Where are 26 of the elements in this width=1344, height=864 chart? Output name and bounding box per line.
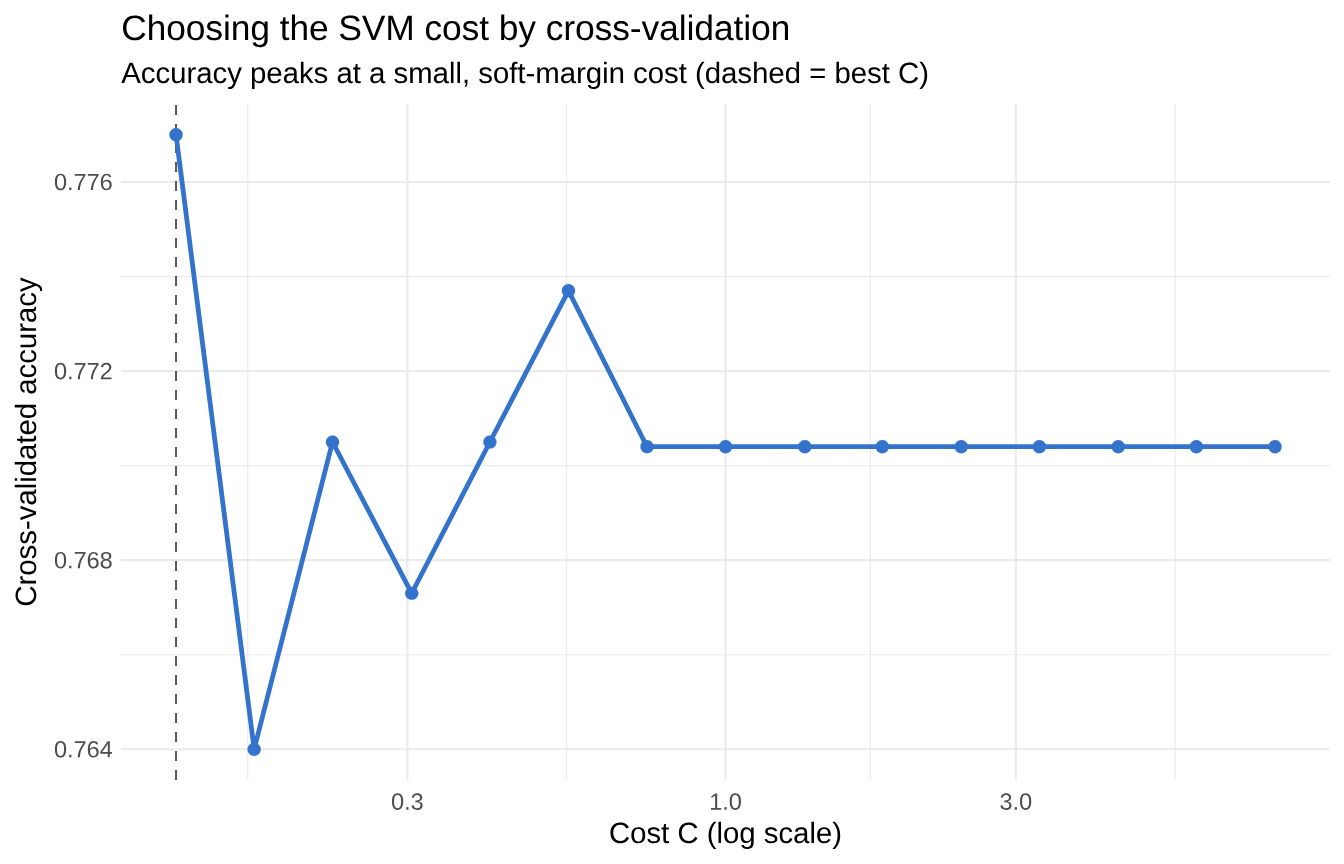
point: [483, 435, 497, 449]
point: [954, 440, 968, 454]
chart-title: Choosing the SVM cost by cross-validation: [123, 14, 788, 48]
point: [561, 284, 576, 298]
point: [798, 440, 812, 454]
point: [405, 586, 419, 600]
point: [247, 742, 261, 756]
x-tick-label: 1.0: [711, 793, 741, 810]
y-tick-label: 0.764: [54, 740, 113, 758]
point: [1189, 440, 1204, 454]
x-axis-title: Cost C (log scale): [610, 821, 841, 850]
y-tick-label: 0.772: [54, 362, 112, 380]
point: [875, 440, 889, 454]
chart-subtitle: Accuracy peaks at a small, soft-margin cost (dashed = best C): [121, 61, 928, 90]
y-tick-label: 0.768: [54, 551, 112, 569]
point: [1268, 440, 1282, 454]
x-tick-label: 0.3: [391, 793, 423, 810]
y-tick-label: 0.776: [54, 173, 112, 191]
point: [718, 440, 733, 454]
y-axis-title: Cross-validated accuracy: [14, 277, 43, 606]
point: [640, 440, 654, 454]
point: [1111, 440, 1125, 454]
point: [1032, 440, 1047, 454]
point: [169, 128, 183, 142]
x-tick-label: 3.0: [1000, 793, 1032, 810]
point: [325, 435, 340, 449]
